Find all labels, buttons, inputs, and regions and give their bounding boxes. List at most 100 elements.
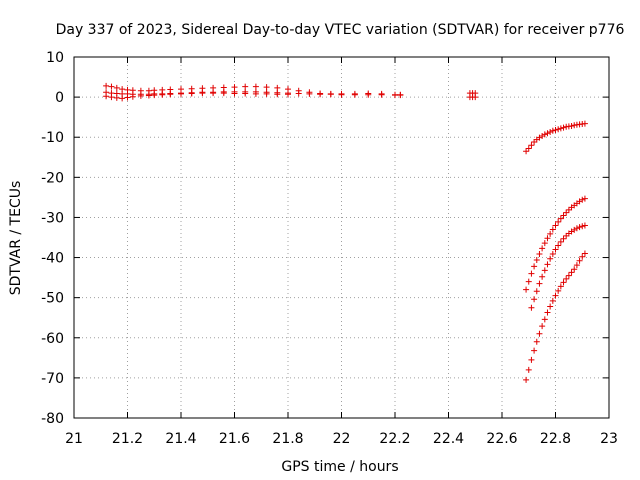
data-point [108,94,115,101]
data-point [560,124,567,131]
data-point [523,148,530,155]
data-point [573,262,580,269]
data-point [124,94,131,101]
data-point [549,127,556,134]
data-point [523,376,530,383]
data-point [568,122,575,129]
data-point [397,92,404,99]
x-tick-label: 21.4 [165,431,196,447]
data-point [565,272,572,279]
data-point [557,215,564,222]
data-point [525,145,532,152]
data-point [108,83,115,90]
data-point [536,330,543,337]
data-point [528,356,535,363]
data-points [103,82,588,383]
data-point [539,323,546,330]
data-point [159,91,166,98]
data-point [242,90,249,97]
data-point [129,93,136,100]
data-point [547,303,554,310]
y-tick-label: -70 [41,371,64,387]
data-point [523,286,530,293]
data-point [563,275,570,282]
series-arc-6 [523,195,588,293]
data-point [560,279,567,286]
data-point [539,245,546,252]
data-point [220,90,227,97]
data-point [263,84,270,91]
x-tick-label: 22 [333,431,351,447]
x-tick-label: 21 [65,431,83,447]
data-point [555,287,562,294]
data-point [274,91,281,98]
data-point [151,92,158,99]
data-point [199,90,206,97]
axis-ticks: 21 21.2 21.4 21.6 21.8 22 22.2 22.4 22.6 22.8 23 10… [41,50,618,447]
data-point [552,222,559,229]
data-point [573,225,580,232]
data-point [555,218,562,225]
data-point [528,304,535,311]
data-point [327,91,334,98]
data-point [549,226,556,233]
series-arc-7 [528,222,588,311]
data-point [252,90,259,97]
y-tick-label: -80 [41,411,64,427]
data-point [571,266,578,273]
data-point [560,235,567,242]
y-tick-label: 10 [46,50,64,66]
data-point [252,83,259,90]
data-point [210,90,217,97]
data-point [581,195,588,202]
data-point [113,94,120,101]
data-point [563,209,570,216]
data-point [103,93,110,100]
data-point [378,91,385,98]
y-tick-label: -60 [41,331,64,347]
x-tick-label: 21.8 [272,431,303,447]
data-point [528,270,535,277]
data-point [544,130,551,137]
data-point [263,90,270,97]
data-point [536,280,543,287]
data-point [531,347,538,354]
data-point [568,269,575,276]
x-tick-label: 22.8 [540,431,571,447]
data-point [351,91,358,98]
x-tick-label: 21.2 [112,431,143,447]
y-tick-label: -50 [41,291,64,307]
data-point [533,338,540,345]
data-point [579,223,586,230]
data-point [549,250,556,257]
data-point [533,256,540,263]
data-point [547,230,554,237]
series-arc-5 [523,120,588,155]
data-point [544,309,551,316]
data-point [579,253,586,260]
chart-title: Day 337 of 2023, Sidereal Day-to-day VTE… [56,22,625,38]
data-point [145,92,152,99]
x-tick-label: 22.2 [379,431,410,447]
data-point [472,94,479,101]
grid-lines [73,56,610,419]
data-point [541,267,548,274]
series-arc-3 [103,90,291,102]
data-point [557,283,564,290]
data-point [536,250,543,257]
data-point [552,127,559,134]
data-point [560,212,567,219]
data-point [576,257,583,264]
data-point [285,91,291,98]
data-point [576,224,583,231]
data-point [555,242,562,249]
data-point [178,90,184,97]
series-arc-8 [523,250,588,383]
data-point [103,82,110,89]
data-point [541,316,548,323]
data-point [528,142,535,149]
y-tick-label: -10 [41,130,64,146]
data-point [539,273,546,280]
data-point [552,246,559,253]
x-tick-label: 22.6 [486,431,517,447]
